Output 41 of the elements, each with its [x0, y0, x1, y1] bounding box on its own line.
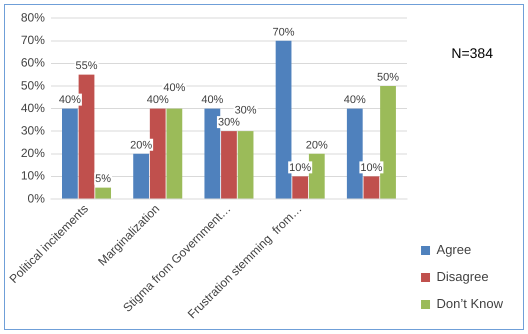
- y-tick-label: 60%: [20, 56, 46, 70]
- bar: [204, 108, 220, 198]
- bar: [364, 176, 380, 198]
- bar: [346, 108, 363, 198]
- data-label: 30%: [234, 104, 257, 117]
- data-label: 40%: [58, 94, 82, 106]
- data-label: 30%: [218, 116, 240, 129]
- data-label: 50%: [377, 72, 400, 84]
- bar: [95, 188, 112, 198]
- data-label: 40%: [344, 94, 366, 106]
- data-label: 5%: [95, 173, 112, 186]
- legend-label: Agree: [436, 242, 472, 258]
- text: N=384: [451, 45, 493, 61]
- y-tick-label: 50%: [20, 78, 46, 92]
- bar: [221, 131, 237, 198]
- data-label: 40%: [201, 94, 224, 106]
- data-label: 40%: [163, 82, 186, 94]
- bar: [166, 108, 182, 198]
- legend-label: Disagree: [436, 269, 489, 284]
- bar: [380, 86, 396, 198]
- bar: [133, 154, 150, 198]
- y-tick-label: 0%: [28, 191, 46, 206]
- data-label: 20%: [130, 139, 152, 152]
- bar: [276, 40, 292, 198]
- bar: [78, 74, 94, 198]
- y-tick-label: 20%: [20, 146, 46, 160]
- bar: [238, 131, 254, 198]
- legend-label: Don’t Know: [436, 296, 504, 312]
- data-label: 10%: [360, 162, 383, 174]
- y-tick-label: 70%: [20, 33, 46, 48]
- data-label: 70%: [272, 26, 295, 38]
- y-tick-label: 30%: [20, 123, 46, 138]
- y-tick-label: 40%: [20, 100, 46, 115]
- bar: [292, 176, 308, 198]
- y-tick-label: 10%: [20, 168, 46, 183]
- data-label: 55%: [76, 60, 98, 72]
- data-label: 40%: [146, 94, 169, 106]
- bar: [62, 108, 78, 198]
- data-label: 20%: [306, 139, 328, 152]
- y-tick-label: 80%: [20, 10, 46, 25]
- data-label: 10%: [289, 162, 312, 174]
